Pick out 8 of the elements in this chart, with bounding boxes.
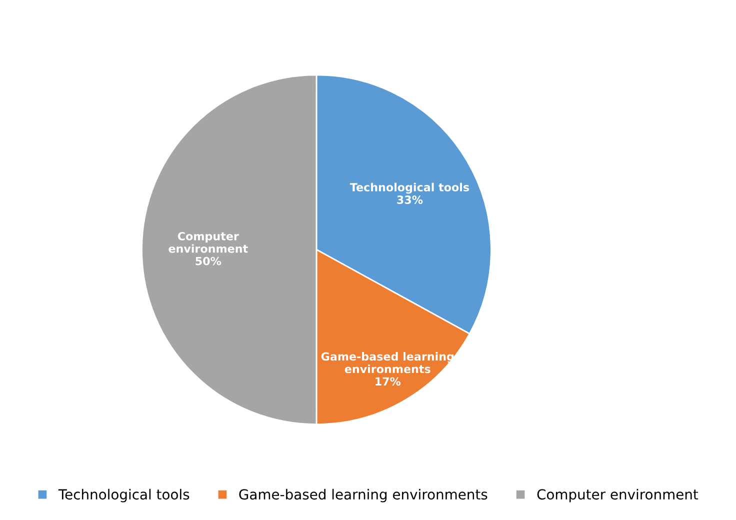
data-label: 50% (196, 256, 222, 266)
slice-label: Technological tools (350, 182, 470, 194)
data-label: 17% (376, 377, 401, 386)
legend-label: Technological tools (58, 488, 190, 502)
legend-label: Computer environment (537, 488, 698, 502)
slice-label: Computer environment (168, 232, 248, 253)
data-label: 33% (397, 196, 423, 204)
legend-label: Game-based learning environments (239, 488, 488, 502)
